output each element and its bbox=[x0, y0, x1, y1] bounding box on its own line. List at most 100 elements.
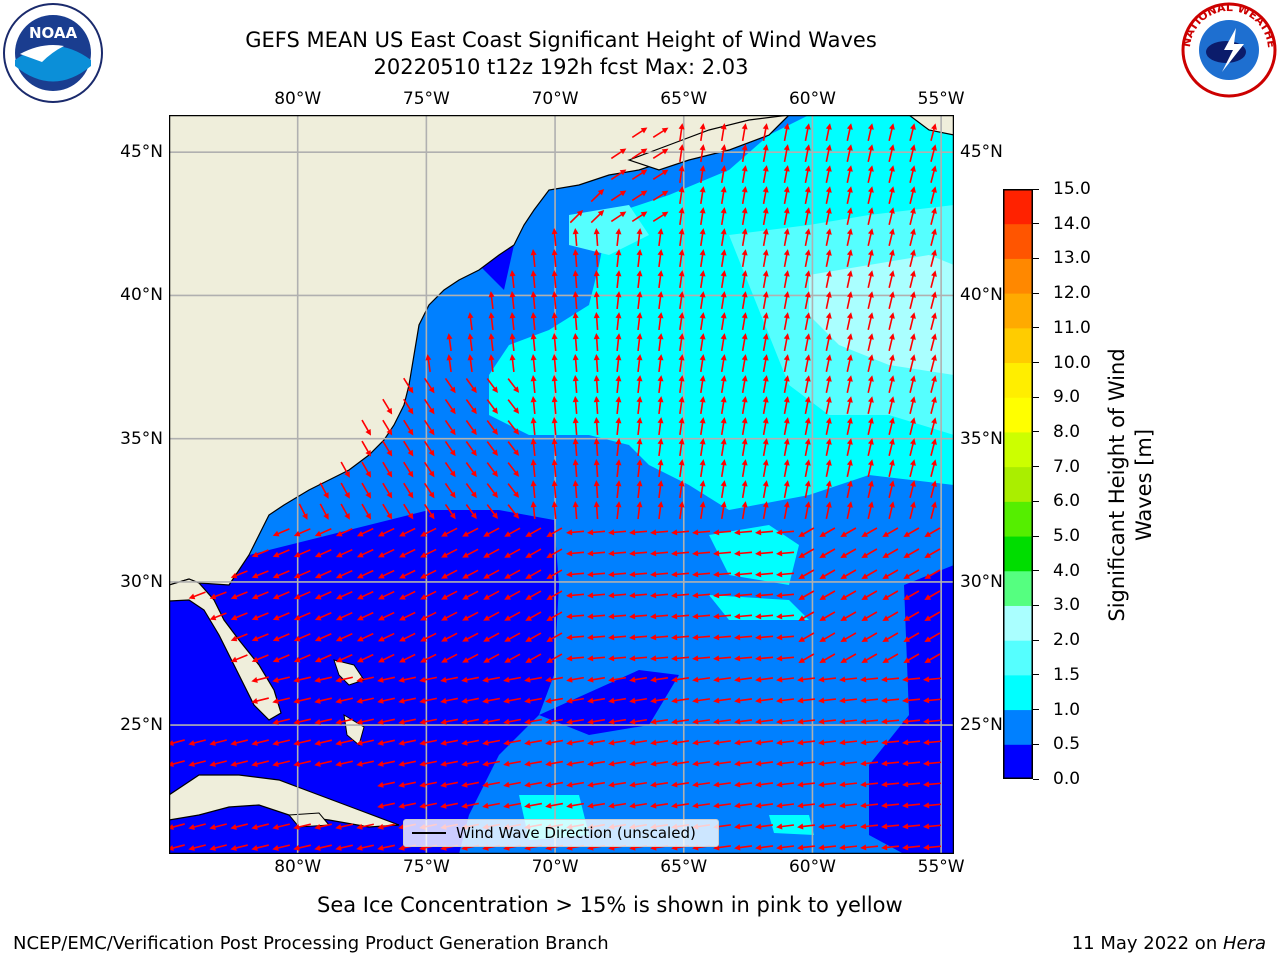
wave-direction-arrow bbox=[251, 591, 269, 600]
wave-direction-arrow bbox=[551, 396, 558, 415]
wave-direction-arrow bbox=[797, 781, 816, 788]
colorbar-segment bbox=[1003, 223, 1033, 259]
wave-direction-arrow bbox=[593, 438, 600, 457]
wave-direction-arrow bbox=[804, 396, 811, 415]
wave-direction-arrow bbox=[483, 653, 500, 663]
wave-direction-arrow bbox=[818, 844, 837, 851]
wave-direction-arrow bbox=[818, 676, 837, 683]
wave-direction-arrow bbox=[881, 802, 900, 809]
wave-direction-arrow bbox=[507, 483, 520, 498]
wave-direction-arrow bbox=[713, 676, 732, 683]
wave-direction-arrow bbox=[335, 548, 353, 558]
wave-direction-arrow bbox=[314, 654, 332, 663]
wave-direction-arrow bbox=[525, 527, 542, 537]
wave-direction-arrow bbox=[783, 312, 790, 331]
wave-direction-arrow bbox=[692, 634, 711, 641]
wave-direction-arrow bbox=[818, 781, 837, 788]
wave-direction-arrow bbox=[314, 549, 332, 558]
lat-tick-label-left: 45°N bbox=[120, 142, 163, 163]
wave-direction-arrow bbox=[551, 249, 558, 268]
wave-direction-arrow bbox=[804, 375, 811, 394]
wave-direction-arrow bbox=[482, 760, 501, 767]
wave-direction-arrow bbox=[587, 550, 606, 557]
lon-tick-label-top: 75°W bbox=[402, 89, 450, 109]
wave-direction-arrow bbox=[551, 291, 558, 310]
wave-direction-arrow bbox=[356, 569, 374, 579]
wave-direction-arrow bbox=[861, 590, 878, 600]
wave-direction-arrow bbox=[720, 333, 727, 352]
wave-direction-arrow bbox=[699, 501, 706, 520]
wave-direction-arrow bbox=[776, 739, 795, 746]
wave-direction-arrow bbox=[486, 462, 498, 478]
wave-direction-arrow bbox=[734, 802, 753, 809]
wave-direction-arrow bbox=[798, 632, 815, 642]
wave-direction-arrow bbox=[335, 718, 353, 725]
wave-direction-arrow bbox=[587, 697, 606, 704]
wave-direction-arrow bbox=[444, 398, 456, 415]
wave-direction-arrow bbox=[650, 550, 669, 557]
wave-direction-arrow bbox=[572, 270, 579, 289]
lat-tick-label-left: 30°N bbox=[120, 571, 163, 592]
wave-direction-arrow bbox=[783, 480, 790, 499]
lon-tick-label-bottom: 75°W bbox=[402, 857, 450, 877]
wave-direction-arrow bbox=[572, 312, 579, 331]
wave-direction-arrow bbox=[734, 844, 753, 851]
wave-direction-arrow bbox=[881, 781, 900, 788]
wave-direction-arrow bbox=[551, 438, 558, 457]
wave-direction-arrow bbox=[462, 527, 479, 537]
wave-direction-arrow bbox=[636, 270, 643, 289]
wave-direction-arrow bbox=[423, 398, 435, 415]
colorbar-segment bbox=[1003, 674, 1033, 711]
wave-direction-arrow bbox=[593, 312, 600, 331]
wave-direction-arrow bbox=[882, 611, 899, 621]
wave-direction-arrow bbox=[909, 186, 916, 204]
wave-direction-arrow bbox=[678, 417, 685, 436]
wave-direction-arrow bbox=[755, 613, 774, 620]
wave-direction-arrow bbox=[169, 760, 185, 767]
wave-direction-arrow bbox=[524, 802, 543, 809]
wave-direction-arrow bbox=[839, 760, 858, 767]
wave-direction-arrow bbox=[546, 527, 563, 537]
wave-direction-arrow bbox=[755, 739, 774, 746]
wave-direction-arrow bbox=[909, 438, 916, 456]
wave-direction-arrow bbox=[692, 571, 711, 578]
wave-direction-arrow bbox=[762, 123, 769, 142]
wave-direction-arrow bbox=[881, 823, 900, 830]
wave-direction-arrow bbox=[486, 399, 498, 415]
wave-direction-arrow bbox=[636, 354, 643, 373]
wave-direction-arrow bbox=[298, 503, 308, 520]
wave-direction-arrow bbox=[377, 548, 395, 558]
wave-direction-arrow bbox=[776, 529, 795, 536]
wave-direction-arrow bbox=[846, 270, 853, 288]
wave-direction-arrow bbox=[741, 123, 748, 142]
wave-direction-arrow bbox=[251, 570, 269, 579]
wave-direction-arrow bbox=[461, 760, 480, 767]
wave-direction-arrow bbox=[608, 571, 627, 578]
colorbar-tick-label: 10.0 bbox=[1053, 352, 1091, 373]
wave-direction-arrow bbox=[692, 697, 711, 704]
colorbar-segment bbox=[1003, 293, 1033, 329]
wave-direction-arrow bbox=[930, 396, 937, 414]
wave-direction-arrow bbox=[169, 844, 185, 851]
lat-tick-label-right: 45°N bbox=[960, 142, 1003, 163]
wave-direction-arrow bbox=[356, 632, 374, 642]
wave-direction-arrow bbox=[839, 697, 858, 704]
wave-direction-arrow bbox=[615, 354, 622, 373]
wave-direction-arrow bbox=[209, 739, 227, 746]
wave-direction-arrow bbox=[930, 123, 937, 141]
wave-direction-arrow bbox=[657, 375, 664, 394]
wave-direction-arrow bbox=[356, 548, 374, 558]
wave-direction-arrow bbox=[314, 633, 332, 642]
wave-direction-arrow bbox=[293, 612, 311, 621]
colorbar-tick-mark bbox=[1033, 396, 1039, 398]
wave-direction-arrow bbox=[713, 571, 732, 578]
wave-direction-arrow bbox=[593, 228, 600, 247]
wave-direction-arrow bbox=[882, 527, 899, 537]
lon-tick-label-bottom: 65°W bbox=[660, 857, 708, 877]
wave-direction-arrow bbox=[734, 592, 753, 599]
wave-direction-arrow bbox=[314, 844, 332, 851]
colorbar-segment bbox=[1003, 709, 1033, 745]
wave-direction-arrow bbox=[356, 739, 374, 746]
wave-direction-arrow bbox=[650, 592, 669, 599]
wave-direction-arrow bbox=[314, 718, 332, 725]
